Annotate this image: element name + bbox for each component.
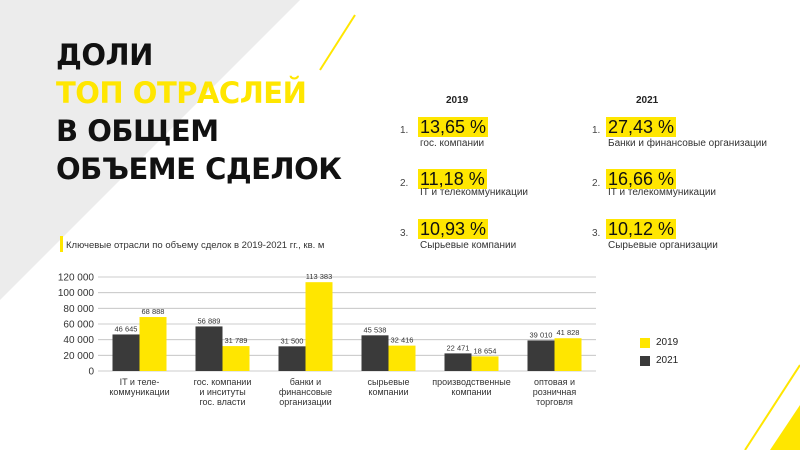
title-line-3: В ОБЩЕМ	[56, 114, 219, 148]
bar-2021	[278, 346, 306, 371]
bar-2021	[195, 326, 223, 371]
bar-2019	[471, 356, 499, 371]
bar-2021	[444, 353, 472, 371]
share-value: 27,43 %	[606, 117, 677, 137]
share-label: Сырьевые компании	[420, 240, 517, 251]
y-tick-label: 120 000	[58, 273, 95, 284]
x-tick-label: гос. власти	[199, 397, 245, 407]
share-label: IT и телекоммуникации	[420, 187, 529, 198]
x-tick-label: оптовая и	[534, 377, 575, 387]
x-tick-label: коммуникации	[109, 387, 169, 397]
bar-2021	[361, 335, 389, 371]
bar-2019	[305, 282, 333, 371]
data-label: 32 416	[391, 336, 414, 345]
share-label: IT и телекоммуникации	[608, 187, 717, 198]
bar-2019	[554, 338, 582, 371]
data-label: 45 538	[364, 325, 387, 334]
data-label: 22 471	[447, 343, 470, 352]
share-value: 16,66 %	[606, 169, 677, 189]
y-tick-label: 0	[88, 367, 94, 378]
data-label: 39 010	[530, 330, 553, 339]
data-label: 46 645	[115, 324, 138, 333]
share-label: Банки и финансовые организации	[608, 138, 767, 149]
share-value: 11,18 %	[418, 169, 487, 189]
x-tick-label: гос. компании	[194, 377, 252, 387]
share-value: 10,93 %	[418, 219, 489, 239]
x-tick-label: компании	[368, 387, 408, 397]
bar-2021	[527, 340, 555, 371]
x-tick-label: компании	[451, 387, 491, 397]
x-tick-label: IT и теле-	[120, 377, 160, 387]
share-label: Сырьевые организации	[608, 240, 718, 251]
x-tick-label: розничная	[533, 387, 577, 397]
x-tick-label: сырьевые	[368, 377, 410, 387]
data-label: 113 383	[306, 272, 333, 281]
share-label: гос. компании	[420, 138, 485, 149]
bar-2019	[388, 345, 416, 371]
legend-label: 2019	[656, 337, 679, 348]
x-tick-label: организации	[279, 397, 331, 407]
data-label: 18 654	[474, 346, 497, 355]
bar-2019	[139, 317, 167, 371]
rank-number: 2.	[592, 178, 601, 189]
data-label: 68 888	[142, 307, 165, 316]
share-value: 10,12 %	[606, 219, 677, 239]
rank-number: 3.	[400, 228, 409, 239]
x-tick-label: финансовые	[279, 387, 332, 397]
title-line-2: ТОП ОТРАСЛЕЙ	[56, 76, 307, 110]
year-2021-header: 2021	[636, 95, 659, 106]
title-line-4: ОБЪЕМЕ СДЕЛОК	[56, 152, 342, 186]
x-tick-label: и инситуты	[199, 387, 245, 397]
share-value: 13,65 %	[418, 117, 489, 137]
data-label: 31 500	[281, 336, 304, 345]
x-tick-label: банки и	[290, 377, 321, 387]
rank-number: 1.	[400, 125, 409, 136]
data-label: 56 889	[198, 316, 221, 325]
rank-number: 3.	[592, 228, 601, 239]
page-title: ДОЛИ ТОП ОТРАСЛЕЙ В ОБЩЕМ ОБЪЕМЕ СДЕЛОК	[56, 36, 342, 188]
bar-2021	[112, 334, 140, 371]
legend-swatch	[640, 338, 650, 348]
y-tick-label: 60 000	[63, 320, 94, 331]
rank-number: 2.	[400, 178, 409, 189]
y-tick-label: 40 000	[63, 335, 94, 346]
title-line-1: ДОЛИ	[56, 38, 153, 72]
chart-caption: Ключевые отрасли по объему сделок в 2019…	[66, 240, 325, 251]
y-tick-label: 80 000	[63, 304, 94, 315]
x-tick-label: производственные	[432, 377, 511, 387]
year-2019-header: 2019	[446, 95, 469, 106]
legend-swatch	[640, 356, 650, 366]
data-label: 31 789	[225, 336, 248, 345]
caption-accent	[60, 236, 63, 252]
legend-label: 2021	[656, 355, 679, 366]
y-tick-label: 20 000	[63, 351, 94, 362]
bar-2019	[222, 346, 250, 371]
rank-number: 1.	[592, 125, 601, 136]
y-tick-label: 100 000	[58, 288, 95, 299]
x-tick-label: торговля	[536, 397, 573, 407]
data-label: 41 828	[557, 328, 580, 337]
